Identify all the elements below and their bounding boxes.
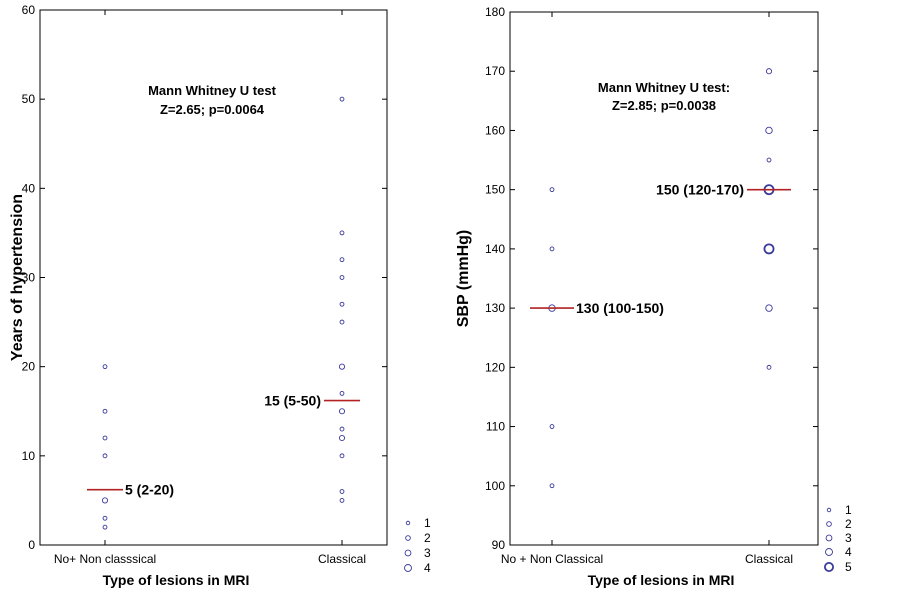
x-axis-title: Type of lesions in MRI: [588, 572, 735, 588]
y-tick-label: 90: [492, 538, 506, 552]
data-point: [338, 434, 346, 442]
data-point: [549, 483, 555, 489]
median-label: 130 (100-150): [576, 300, 664, 316]
x-tick-label: Classical: [318, 552, 366, 566]
plot-frame: [509, 11, 819, 546]
y-tick-label: 50: [22, 92, 36, 106]
data-point: [102, 364, 108, 370]
median-label: 150 (120-170): [656, 182, 744, 198]
y-tick-label: 110: [486, 420, 505, 434]
data-point: [102, 453, 108, 459]
test-annotation: Mann Whitney U test:: [598, 80, 730, 95]
panel-sbp: 90 100 110 120 130 140 150 160 170 180 No + Non Cl…: [455, 5, 852, 588]
y-tick-label: 40: [22, 181, 36, 195]
data-point: [102, 435, 108, 441]
data-point: [338, 408, 346, 415]
data-point: [339, 275, 345, 280]
legend-label: 4: [845, 545, 852, 559]
legend-marker: [824, 562, 834, 572]
legend-marker: [826, 507, 832, 513]
legend-label: 3: [845, 531, 852, 545]
legend-marker: [825, 548, 833, 556]
legend-label: 1: [424, 516, 431, 530]
data-point: [339, 96, 345, 102]
data-point: [339, 489, 345, 494]
y-axis-title: SBP (mmHg): [455, 230, 472, 328]
data-point: [766, 364, 772, 370]
data-point: [339, 498, 345, 503]
legend-label: 5: [845, 560, 852, 574]
data-point: [339, 319, 345, 325]
legend-label: 3: [424, 546, 431, 560]
data-point: [339, 230, 345, 236]
y-tick-label: 150: [485, 183, 505, 197]
y-tick-label: 160: [485, 123, 505, 137]
data-point: [102, 408, 108, 414]
y-tick-label: 10: [22, 449, 36, 463]
legend-label: 4: [424, 561, 431, 575]
data-point: [765, 126, 773, 135]
data-point: [765, 68, 773, 75]
test-annotation: Mann Whitney U test: [148, 83, 277, 98]
data-point: [766, 157, 772, 163]
y-tick-label: 100: [485, 479, 505, 493]
y-tick-label: 20: [22, 360, 36, 374]
legend-marker: [825, 534, 833, 542]
data-point: [338, 363, 346, 370]
data-point: [339, 257, 345, 263]
data-point: [549, 187, 555, 193]
data-point: [549, 246, 555, 252]
legend-marker: [826, 521, 832, 527]
test-annotation: Z=2.65; p=0.0064: [160, 102, 265, 117]
legend-label: 1: [845, 503, 852, 517]
data-point: [339, 301, 345, 307]
median-label: 5 (2-20): [125, 482, 174, 498]
y-tick-label: 140: [485, 242, 505, 256]
y-tick-label: 60: [22, 3, 36, 17]
data-point: [339, 453, 345, 459]
data-point: [339, 426, 345, 432]
y-tick-label: 0: [28, 538, 35, 552]
legend-marker: [405, 520, 411, 526]
panel-years-of-hypertension: 0 10 20 30 40 50 60 No+ Non classsical Classical…: [9, 3, 431, 588]
x-tick-label: Classical: [745, 552, 793, 566]
y-tick-label: 120: [485, 360, 505, 374]
legend-marker: [404, 564, 412, 572]
y-tick-label: 130: [485, 301, 505, 315]
data-point: [765, 304, 773, 312]
y-tick-label: 170: [485, 64, 505, 78]
data-point: [549, 424, 555, 429]
median-label: 15 (5-50): [264, 393, 321, 409]
legend-marker: [405, 535, 411, 541]
data-point: [339, 391, 345, 396]
x-tick-label: No+ Non classsical: [54, 552, 156, 566]
data-point: [102, 524, 108, 530]
y-axis-title: Years of hypertension: [9, 194, 26, 361]
x-axis-title: Type of lesions in MRI: [103, 572, 250, 588]
legend-marker: [404, 549, 412, 557]
y-tick-label: 180: [485, 5, 505, 19]
test-annotation: Z=2.85; p=0.0038: [612, 98, 716, 113]
legend-label: 2: [424, 531, 431, 545]
x-tick-label: No + Non Classical: [501, 552, 603, 566]
y-tick-label: 30: [22, 271, 36, 285]
legend-label: 2: [845, 517, 852, 531]
data-point: [101, 497, 109, 504]
data-point: [102, 515, 108, 521]
data-point: [763, 243, 775, 255]
